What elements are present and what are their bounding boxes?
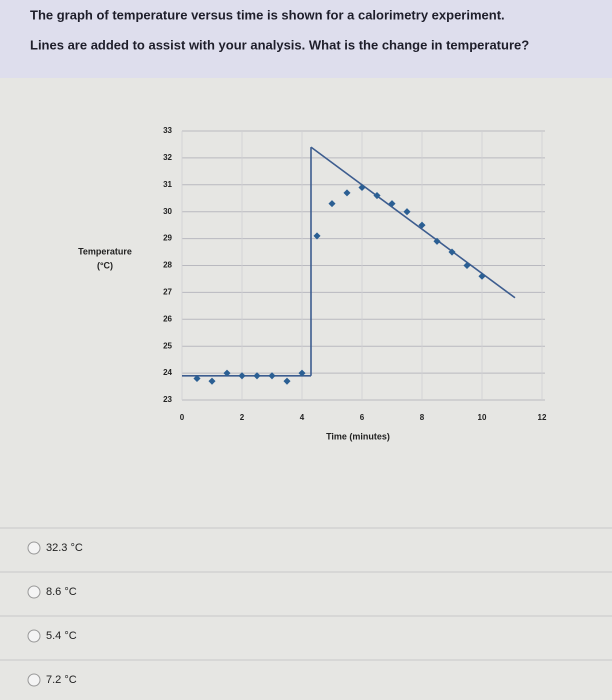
y-tick-label: 24 <box>163 368 172 377</box>
data-point <box>403 208 411 216</box>
guide-line <box>310 146 516 299</box>
y-tick-label: 23 <box>163 395 172 404</box>
x-tick-label: 2 <box>240 413 245 422</box>
data-point <box>358 183 366 192</box>
option-label[interactable]: 32.3 °C <box>46 542 83 554</box>
data-point <box>448 248 456 256</box>
x-tick-label: 6 <box>360 413 365 422</box>
y-tick-label: 27 <box>163 288 172 297</box>
radio-button[interactable] <box>27 673 41 687</box>
data-point <box>328 200 336 208</box>
radio-button[interactable] <box>27 541 41 555</box>
x-tick-label: 0 <box>180 413 185 422</box>
option-label[interactable]: 5.4 °C <box>46 630 77 642</box>
y-tick-label: 33 <box>163 126 172 135</box>
y-tick-label: 26 <box>163 314 172 323</box>
data-point <box>313 232 321 240</box>
y-tick-label: 31 <box>163 180 172 189</box>
data-point <box>253 372 261 380</box>
data-point <box>238 372 246 380</box>
y-tick-label: 30 <box>163 207 172 216</box>
data-point <box>433 237 441 245</box>
option-label[interactable]: 8.6 °C <box>46 586 77 598</box>
data-point <box>268 372 276 380</box>
data-point <box>223 369 231 377</box>
x-tick-label: 12 <box>538 413 547 422</box>
data-point <box>283 377 291 385</box>
y-tick-label: 29 <box>163 234 172 243</box>
option-label[interactable]: 7.2 °C <box>46 674 77 686</box>
data-point <box>298 369 306 377</box>
x-tick-label: 8 <box>420 413 425 422</box>
question-panel <box>0 0 612 78</box>
data-point <box>478 272 486 280</box>
y-tick-label: 28 <box>163 261 172 270</box>
y-axis-title: Temperature <box>78 246 132 256</box>
y-tick-label: 32 <box>163 153 172 162</box>
data-point <box>208 377 216 385</box>
y-tick-label: 25 <box>163 341 172 350</box>
data-point <box>343 189 351 197</box>
data-point <box>373 192 381 200</box>
data-point <box>193 374 201 383</box>
question-line: Lines are added to assist with your anal… <box>30 37 529 52</box>
x-axis-title: Time (minutes) <box>326 431 390 441</box>
data-point <box>388 200 396 208</box>
x-tick-label: 4 <box>300 413 305 422</box>
radio-button[interactable] <box>27 585 41 599</box>
data-point <box>418 221 426 229</box>
data-point <box>463 261 471 270</box>
x-tick-label: 10 <box>478 413 487 422</box>
question-line: The graph of temperature versus time is … <box>30 7 505 22</box>
radio-button[interactable] <box>27 629 41 643</box>
y-axis-title: (°C) <box>97 260 113 270</box>
